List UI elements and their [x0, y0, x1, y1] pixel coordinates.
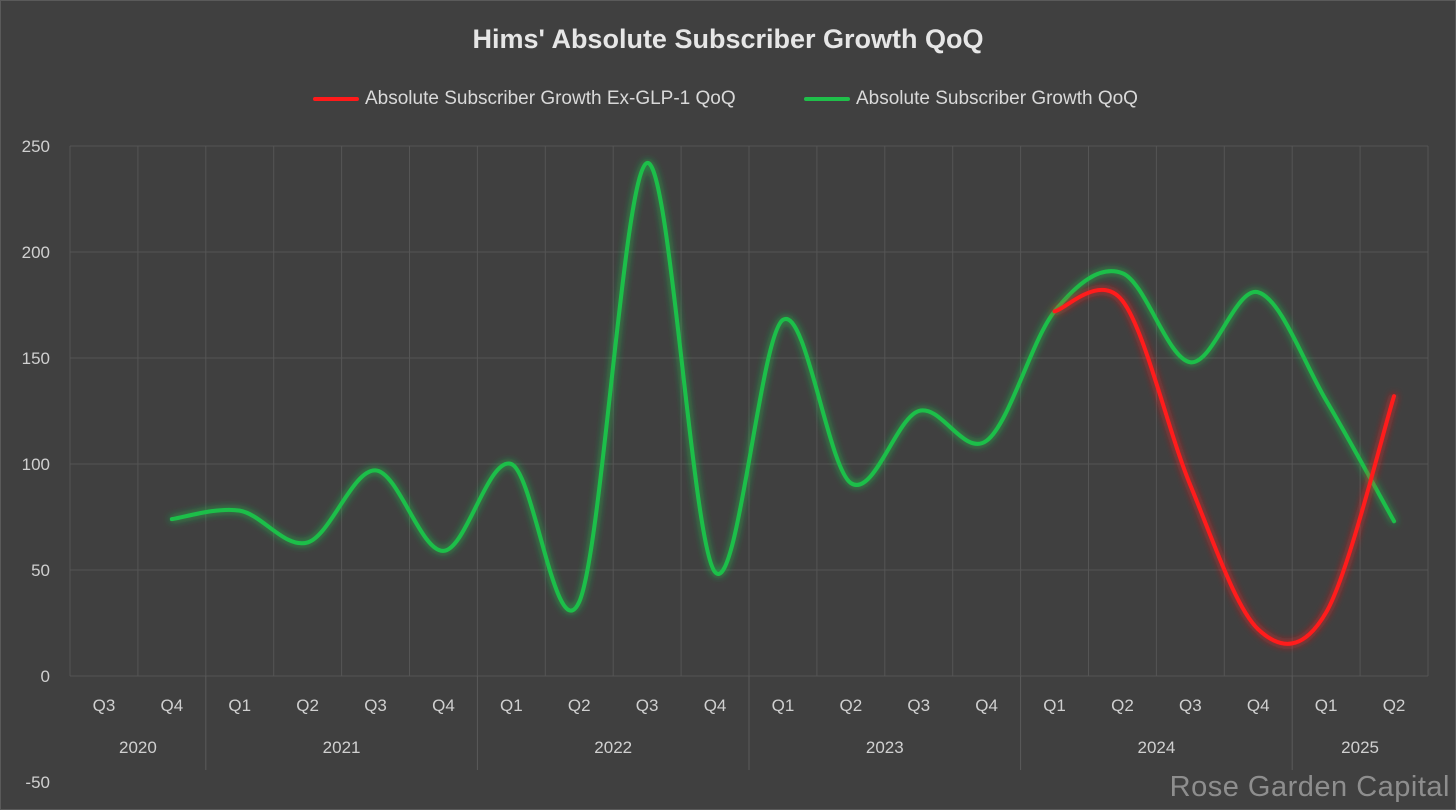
x-tick-label: Q1 [1315, 696, 1338, 715]
legend-label-ex-glp1: Absolute Subscriber Growth Ex-GLP-1 QoQ [365, 88, 736, 109]
x-tick-label: Q1 [1043, 696, 1066, 715]
year-label: 2025 [1341, 738, 1379, 757]
x-tick-label: Q4 [432, 696, 455, 715]
legend-item-total: Absolute Subscriber Growth QoQ [804, 88, 1138, 110]
x-tick-label: Q3 [636, 696, 659, 715]
x-tick-label: Q2 [840, 696, 863, 715]
year-label: 2024 [1137, 738, 1175, 757]
x-tick-label: Q4 [975, 696, 998, 715]
y-tick-label: 0 [41, 667, 50, 686]
x-tick-label: Q2 [1383, 696, 1406, 715]
x-tick-label: Q1 [228, 696, 251, 715]
year-label: 2020 [119, 738, 157, 757]
y-tick-label: 50 [31, 561, 50, 580]
year-label: 2023 [866, 738, 904, 757]
y-tick-label: 250 [22, 137, 50, 156]
legend-swatch-total [804, 97, 850, 101]
x-tick-label: Q3 [93, 696, 116, 715]
x-tick-label: Q4 [161, 696, 184, 715]
y-tick-label: 150 [22, 349, 50, 368]
series-line-total [169, 160, 1397, 613]
y-tick-label: 200 [22, 243, 50, 262]
x-tick-label: Q4 [1247, 696, 1270, 715]
x-tick-label: Q1 [500, 696, 523, 715]
x-tick-label: Q3 [907, 696, 930, 715]
x-tick-label: Q2 [568, 696, 591, 715]
year-label: 2022 [594, 738, 632, 757]
x-tick-label: Q3 [1179, 696, 1202, 715]
watermark: Rose Garden Capital [1169, 771, 1450, 803]
x-tick-label: Q3 [364, 696, 387, 715]
x-tick-label: Q4 [704, 696, 727, 715]
chart-title: Hims' Absolute Subscriber Growth QoQ [472, 24, 984, 54]
y-tick-label: -50 [25, 773, 50, 792]
y-tick-label: 100 [22, 455, 50, 474]
legend-item-ex-glp1: Absolute Subscriber Growth Ex-GLP-1 QoQ [313, 88, 736, 110]
x-tick-label: Q1 [772, 696, 795, 715]
legend: Absolute Subscriber Growth Ex-GLP-1 QoQ … [0, 88, 1456, 112]
x-tick-label: Q2 [296, 696, 319, 715]
series-line-ex-glp1 [1052, 287, 1397, 646]
x-tick-label: Q2 [1111, 696, 1134, 715]
legend-swatch-ex-glp1 [313, 97, 359, 101]
legend-label-total: Absolute Subscriber Growth QoQ [856, 88, 1138, 109]
year-label: 2021 [323, 738, 361, 757]
